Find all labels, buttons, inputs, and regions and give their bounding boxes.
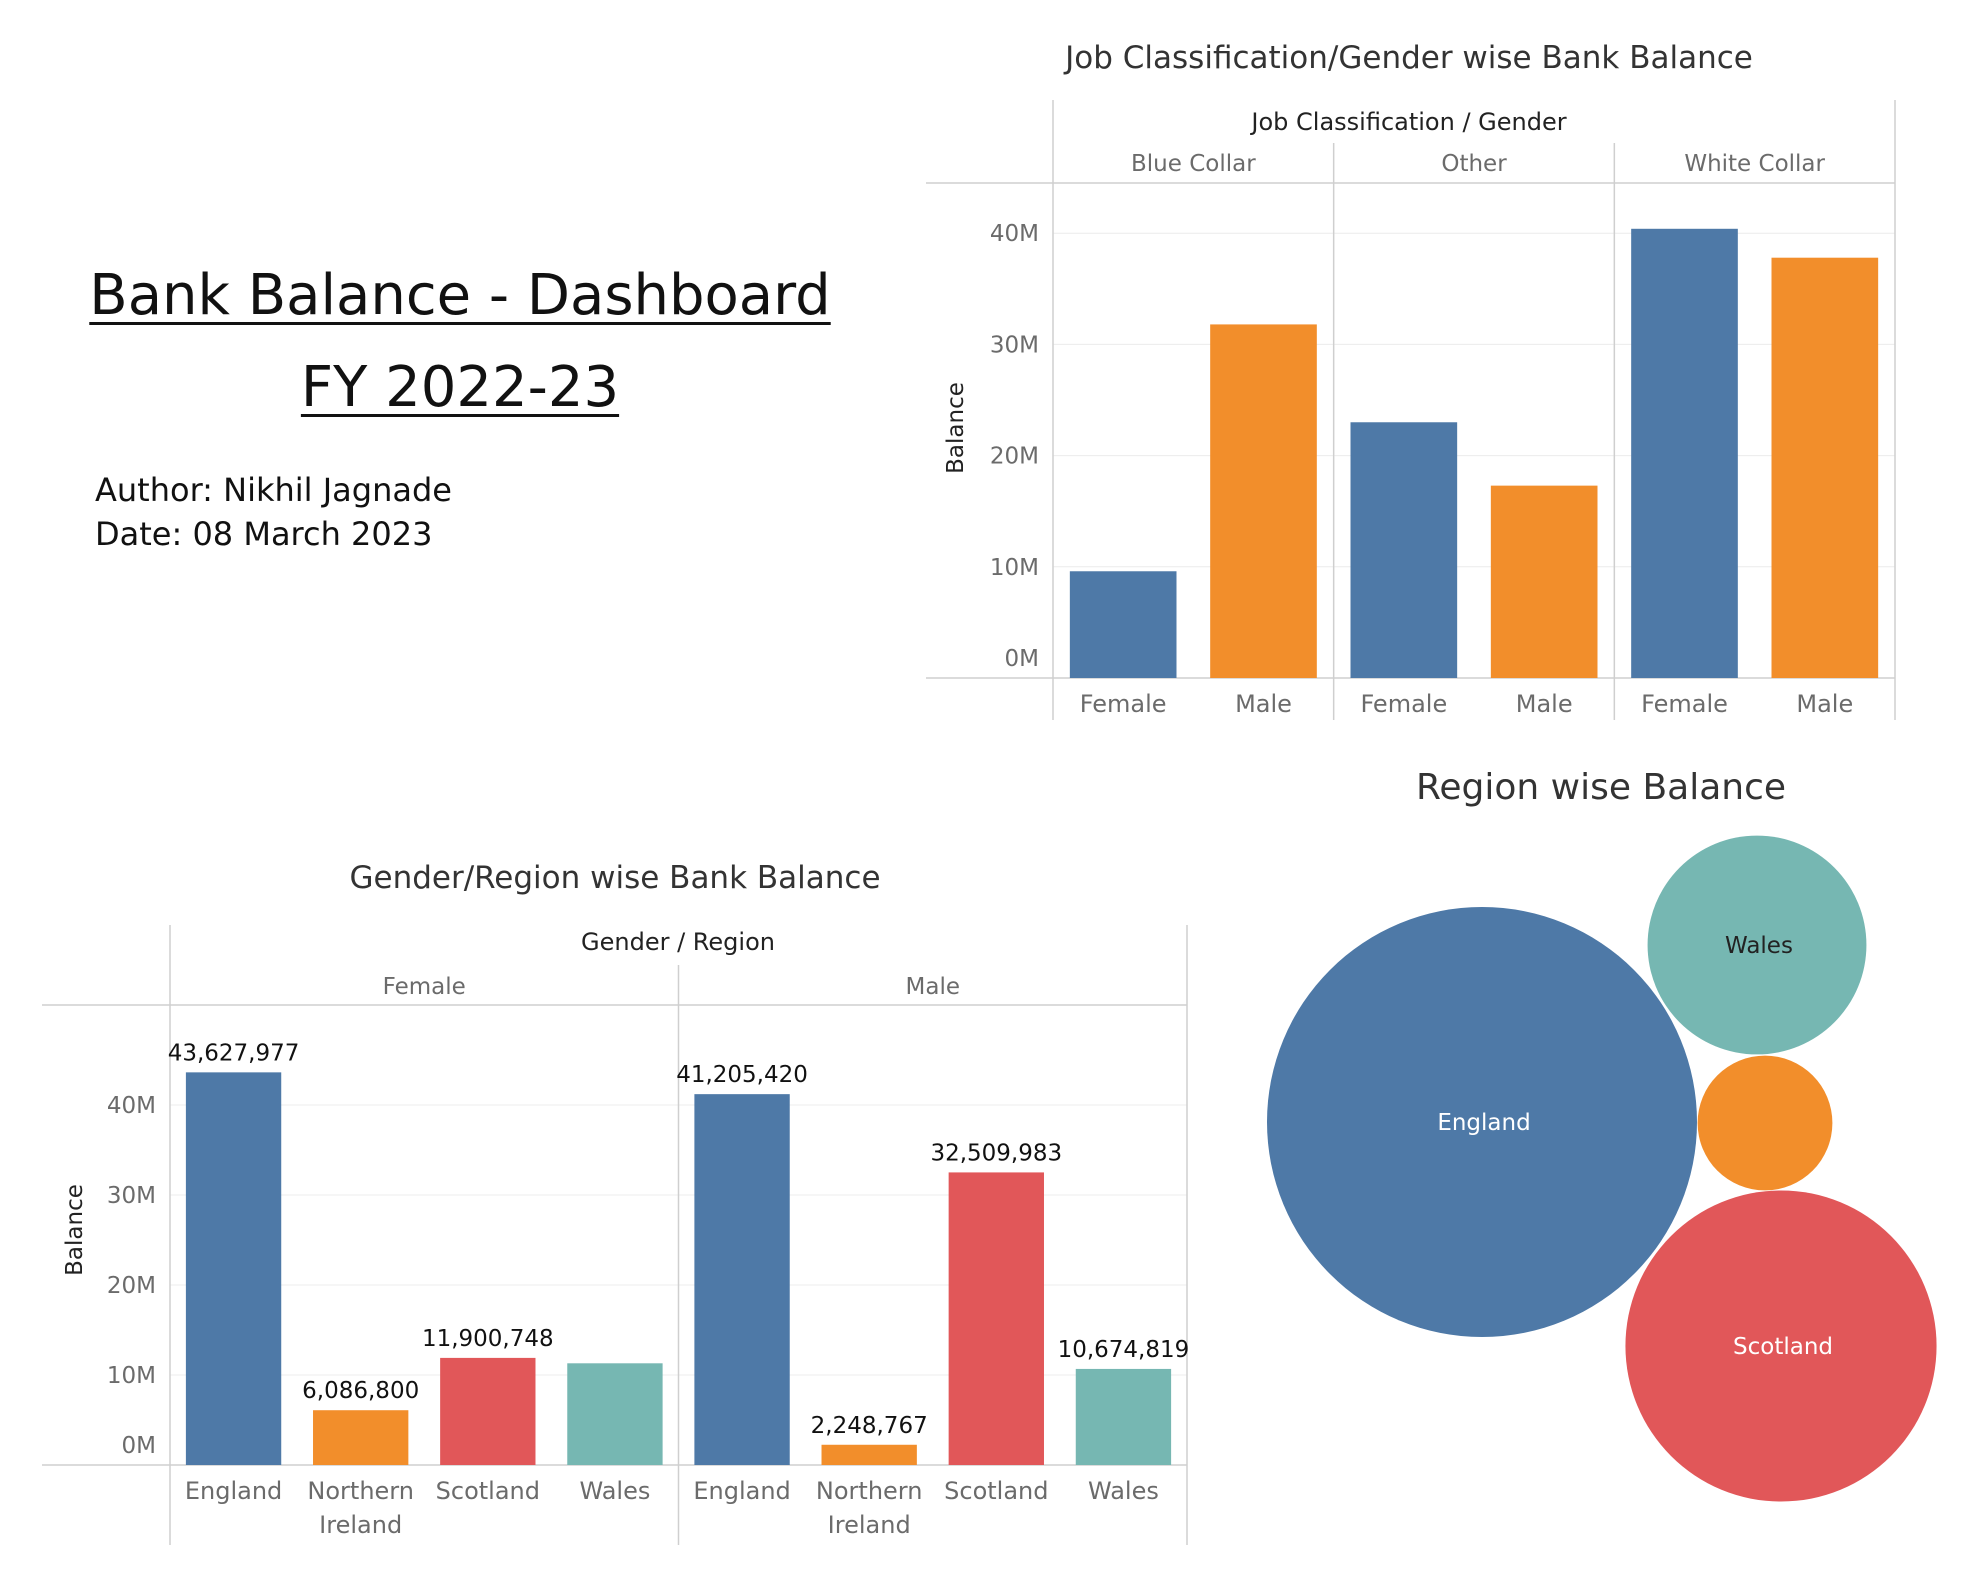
category-label-england: England	[185, 1477, 282, 1505]
y-tick-label: 40M	[107, 1093, 156, 1119]
category-label-male: Male	[1516, 690, 1573, 718]
group-header-male: Male	[906, 974, 960, 1000]
data-label-female-northern-ireland: 6,086,800	[302, 1378, 419, 1404]
bar-female-england	[185, 1072, 282, 1465]
category-label-wales: Wales	[580, 1477, 651, 1505]
data-label-female-england: 43,627,977	[168, 1040, 300, 1066]
dashboard-meta: Author: Nikhil Jagnade Date: 08 March 20…	[95, 468, 452, 556]
job-gender-y-axis-label: Balance	[943, 382, 969, 474]
bar-blue-collar-male	[1210, 324, 1317, 678]
data-label-male-england: 41,205,420	[676, 1062, 808, 1088]
dashboard-title-line1: Bank Balance - Dashboard	[89, 263, 831, 328]
job-gender-chart-title: Job Classification/Gender wise Bank Bala…	[1063, 40, 1753, 76]
gender-region-chart-title: Gender/Region wise Bank Balance	[349, 860, 880, 896]
category-label-scotland: Scotland	[436, 1477, 540, 1505]
y-tick-label: 0M	[1005, 646, 1039, 672]
bar-female-wales	[567, 1363, 663, 1465]
bubble-scotland	[1625, 1190, 1937, 1502]
bar-female-scotland	[440, 1357, 536, 1465]
job-gender-frame	[926, 100, 1896, 720]
bar-blue-collar-female	[1069, 571, 1177, 678]
y-tick-label: 30M	[990, 332, 1039, 358]
job-gender-header-title: Job Classification / Gender	[1249, 108, 1566, 136]
category-label-female: Female	[1360, 690, 1447, 718]
gender-region-chart: Gender/Region wise Bank Balance Gender /…	[42, 860, 1189, 1545]
category-label-northern-ireland: Northern Ireland	[816, 1477, 923, 1539]
group-header-blue-collar: Blue Collar	[1131, 151, 1256, 177]
gender-region-bars	[185, 1072, 1172, 1465]
job-gender-gridlines	[1053, 232, 1895, 568]
bubble-label-scotland: Scotland	[1733, 1334, 1833, 1360]
data-label-female-scotland: 11,900,748	[422, 1326, 554, 1352]
group-header-white-collar: White Collar	[1684, 151, 1825, 177]
category-label-male: Male	[1235, 690, 1292, 718]
bar-male-wales	[1075, 1368, 1172, 1465]
category-label-wales: Wales	[1088, 1477, 1159, 1505]
y-tick-label: 40M	[990, 221, 1039, 247]
gender-region-header-title: Gender / Region	[581, 928, 775, 956]
category-label-northern-ireland: Northern Ireland	[307, 1477, 414, 1539]
data-label-male-wales: 10,674,819	[1058, 1337, 1190, 1363]
bubble-wales	[1647, 835, 1867, 1055]
date-text: Date: 08 March 2023	[95, 515, 433, 553]
y-tick-label: 10M	[990, 555, 1039, 581]
y-tick-label: 30M	[107, 1183, 156, 1209]
bar-male-northern-ireland	[821, 1444, 917, 1465]
gender-region-labels: 0M 10M 20M 30M 40M Female Male England 43,627,97…	[107, 974, 1189, 1539]
bar-male-scotland	[948, 1172, 1044, 1465]
category-label-male: Male	[1796, 690, 1853, 718]
bubble-england	[1267, 907, 1697, 1337]
job-gender-labels: 0M 10M 20M 30M 40M Blue Collar Other White Coll…	[990, 151, 1853, 718]
bubble-northern-ireland	[1697, 1055, 1833, 1191]
y-tick-label: 20M	[107, 1273, 156, 1299]
y-tick-label: 10M	[107, 1363, 156, 1389]
dashboard-title-line2: FY 2022-23	[300, 355, 620, 420]
gender-region-y-axis-label: Balance	[62, 1184, 88, 1276]
bar-other-female	[1350, 422, 1458, 678]
group-header-female: Female	[383, 974, 466, 1000]
data-label-male-northern-ireland: 2,248,767	[811, 1413, 928, 1439]
y-tick-label: 0M	[122, 1433, 156, 1459]
bar-male-england	[694, 1094, 790, 1465]
bubble-label-england: England	[1437, 1110, 1530, 1136]
group-header-other: Other	[1441, 151, 1507, 177]
bar-white-collar-male	[1771, 257, 1879, 678]
job-gender-bars	[1069, 228, 1879, 679]
bar-white-collar-female	[1631, 228, 1738, 679]
region-bubbles: England Scotland Wales	[1267, 835, 1937, 1502]
category-label-female: Female	[1641, 690, 1728, 718]
bubble-label-wales: Wales	[1725, 933, 1793, 959]
category-label-scotland: Scotland	[944, 1477, 1048, 1505]
y-tick-label: 20M	[990, 444, 1039, 470]
bar-other-male	[1490, 485, 1598, 678]
dashboard-title: Bank Balance - Dashboard FY 2022-23	[60, 250, 860, 434]
job-gender-chart: Job Classification/Gender wise Bank Bala…	[926, 40, 1896, 720]
region-bubble-chart: Region wise Balance England Scotland Wales	[1267, 767, 1937, 1502]
category-label-england: England	[693, 1477, 790, 1505]
category-label-female: Female	[1080, 690, 1167, 718]
data-label-male-scotland: 32,509,983	[930, 1140, 1062, 1166]
bar-female-northern-ireland	[313, 1410, 409, 1465]
author-text: Author: Nikhil Jagnade	[95, 471, 452, 509]
region-bubble-chart-title: Region wise Balance	[1416, 767, 1786, 808]
